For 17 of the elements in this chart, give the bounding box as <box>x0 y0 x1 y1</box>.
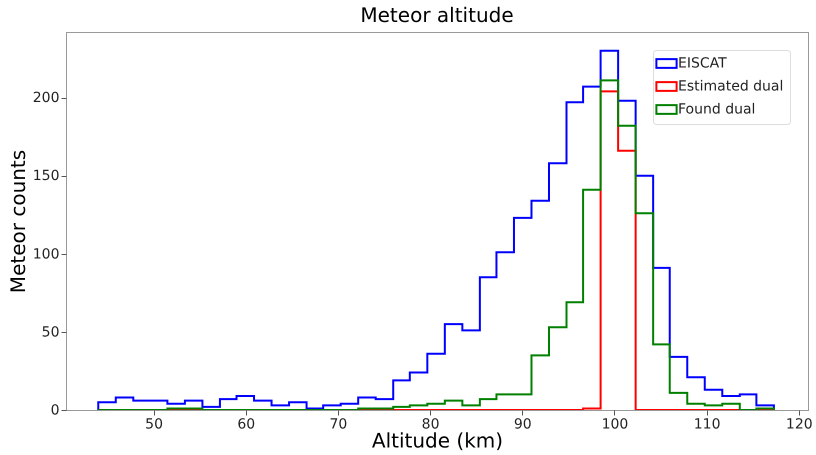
x-tick-label: 60 <box>237 416 256 432</box>
x-tick-label: 120 <box>786 416 813 432</box>
y-tick-label: 200 <box>32 90 60 106</box>
y-tick-label: 100 <box>32 246 60 262</box>
y-tick-label: 0 <box>50 402 60 418</box>
y-axis-title: Meteor counts <box>6 150 30 294</box>
legend-label: Found dual <box>678 102 756 118</box>
x-tick-label: 90 <box>514 416 532 432</box>
y-tick-label: 150 <box>32 168 60 184</box>
y-tick-label: 50 <box>42 324 60 340</box>
x-tick-label: 70 <box>330 416 348 432</box>
x-tick-label: 50 <box>145 416 163 432</box>
legend-label: EISCAT <box>678 56 728 72</box>
legend-label: Estimated dual <box>678 78 784 94</box>
chart-title: Meteor altitude <box>360 3 514 27</box>
x-tick-label: 110 <box>694 416 720 432</box>
x-tick-label: 100 <box>602 416 628 432</box>
